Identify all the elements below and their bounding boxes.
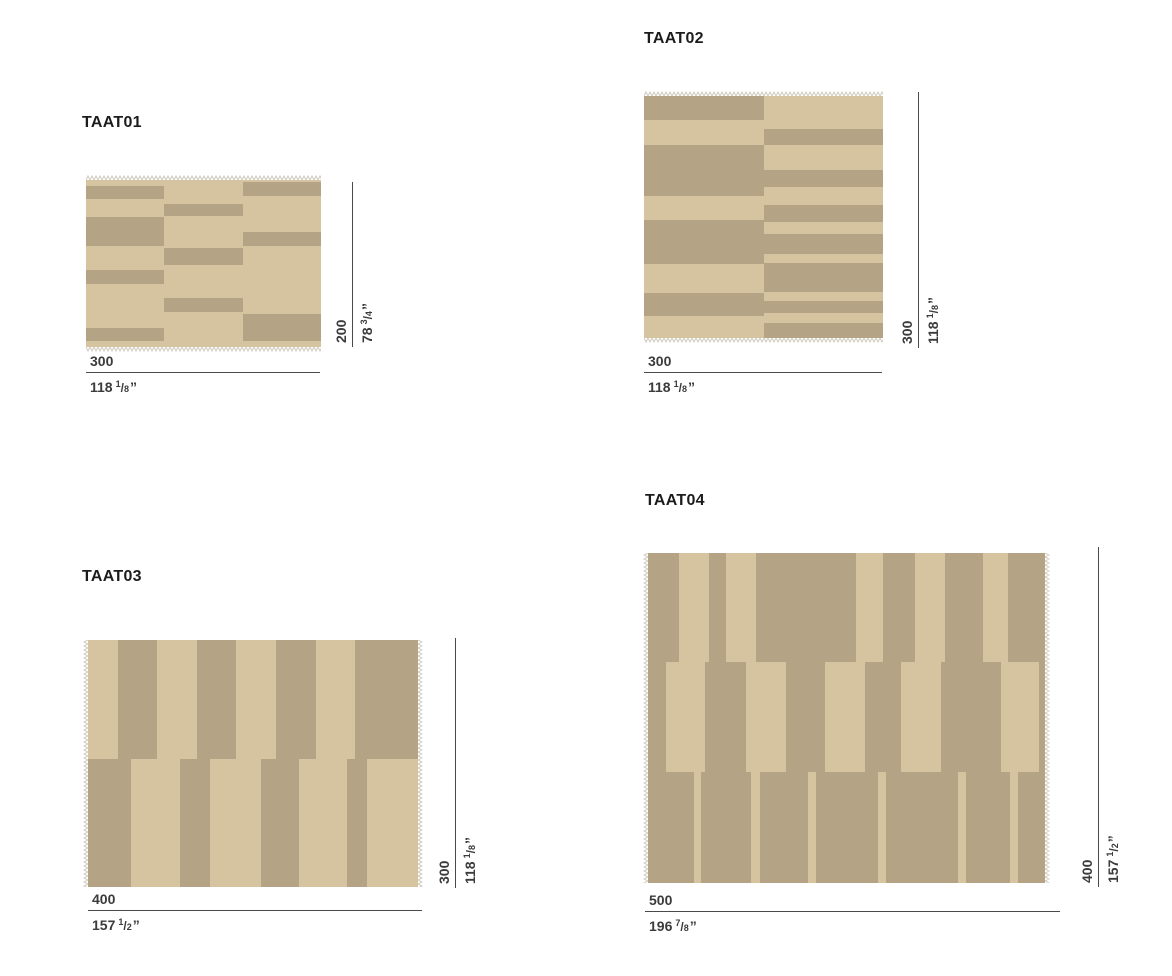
rug-stripe (86, 216, 165, 247)
fringe-bottom (644, 338, 883, 343)
rug-title-taat02: TAAT02 (644, 30, 704, 47)
rug-stripe (763, 301, 883, 314)
rug-title-taat04: TAAT04 (645, 492, 705, 509)
rug-stripe (763, 129, 883, 145)
rug-stripe (751, 771, 760, 883)
fringe-top (644, 91, 883, 96)
rug-stripe (694, 771, 701, 883)
rug-stripe (261, 758, 300, 887)
height-dimension-taat02: 300 1181/8” (899, 92, 944, 348)
rug-preview-taat02 (644, 91, 883, 343)
rug-stripe (86, 270, 165, 285)
rug-stripe (180, 758, 211, 887)
rug-title-taat03: TAAT03 (82, 568, 142, 585)
height-cm-label: 300 (436, 860, 452, 884)
rug-stripe (824, 661, 865, 772)
rug-stripe (276, 640, 316, 759)
rug-stripe (877, 771, 887, 883)
rug-stripe (807, 771, 817, 883)
rug-stripe (666, 661, 705, 772)
fringe-top (86, 175, 321, 180)
rug-stripe (347, 758, 367, 887)
rug-title-taat01: TAAT01 (82, 114, 142, 131)
rug-stripe (355, 640, 418, 759)
height-inches-label: 1181/8” (925, 297, 941, 344)
rug-stripe (763, 323, 883, 338)
dimension-line (86, 372, 320, 373)
rug-stripe (1001, 661, 1040, 772)
width-dimension-taat02: 300 118 1/8” (644, 353, 882, 398)
rug-stripe (1009, 771, 1018, 883)
height-dimension-taat03: 300 1181/8” (436, 638, 481, 888)
rug-stripe (644, 219, 764, 264)
rug-preview-taat03 (83, 640, 423, 887)
dimension-line (88, 910, 422, 911)
width-cm-label: 300 (648, 353, 672, 369)
width-dimension-taat03: 400 157 1/2” (88, 891, 422, 936)
rug-stripe (763, 205, 883, 223)
rug-stripe (88, 758, 131, 887)
rug-stripe (644, 96, 764, 121)
dimension-line (918, 92, 919, 348)
height-inches-label: 1181/8” (462, 837, 478, 884)
rug-stripe (763, 233, 883, 255)
width-inches-label: 118 1/8” (90, 379, 137, 395)
rug-stripe (164, 204, 244, 217)
rug-stripe (746, 661, 787, 772)
height-inches-label: 783/4” (359, 303, 375, 343)
rug-preview-taat01 (86, 175, 321, 352)
fringe-bottom (86, 347, 321, 352)
height-dimension-taat01: 200 783/4” (333, 182, 378, 347)
height-cm-label: 200 (333, 319, 349, 343)
height-cm-label: 400 (1079, 859, 1095, 883)
rug-stripe (164, 297, 244, 312)
dimension-line (645, 911, 1060, 912)
width-dimension-taat04: 500 196 7/8” (645, 892, 1060, 937)
width-inches-label: 157 1/2” (92, 917, 140, 933)
rug-stripe (117, 640, 158, 759)
rug-stripe (763, 169, 883, 187)
width-inches-label: 196 7/8” (649, 918, 697, 934)
fringe-right (418, 640, 423, 887)
rug-stripe (914, 553, 945, 662)
fringe-left (83, 640, 88, 887)
rug-stripe (644, 145, 764, 196)
rug-stripe (243, 182, 321, 197)
rug-stripe (763, 262, 883, 292)
dimension-line (1098, 547, 1099, 887)
fringe-right (1045, 553, 1050, 883)
rug-stripe (856, 553, 884, 662)
rug-stripe (86, 185, 165, 199)
rug-stripe (901, 661, 942, 772)
rug-stripe (196, 640, 237, 759)
width-cm-label: 500 (649, 892, 673, 908)
width-cm-label: 400 (92, 891, 116, 907)
dimension-line (455, 638, 456, 888)
rug-stripe (958, 771, 967, 883)
rug-stripe (243, 313, 321, 342)
width-dimension-taat01: 300 118 1/8” (86, 353, 320, 398)
rug-preview-taat04 (643, 553, 1050, 883)
rug-stripe (726, 553, 757, 662)
height-inches-label: 1571/2” (1105, 835, 1121, 883)
fringe-left (643, 553, 648, 883)
rug-stripe (164, 248, 244, 266)
width-inches-label: 118 1/8” (648, 379, 695, 395)
rug-stripe (983, 553, 1009, 662)
height-dimension-taat04: 400 1571/2” (1079, 547, 1124, 887)
dimension-line (644, 372, 882, 373)
rug-stripe (243, 231, 321, 246)
rug-stripe (678, 553, 709, 662)
rug-stripe (644, 292, 764, 317)
width-cm-label: 300 (90, 353, 114, 369)
dimension-line (352, 182, 353, 347)
height-cm-label: 300 (899, 320, 915, 344)
rug-stripe (86, 327, 165, 342)
